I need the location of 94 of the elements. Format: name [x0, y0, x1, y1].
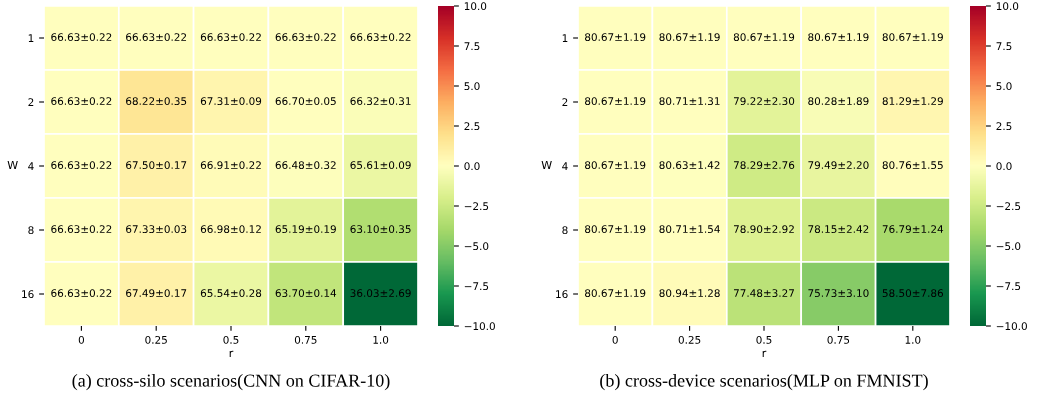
- data-label: 65.54±0.28: [200, 289, 262, 298]
- color-bar-label: 10.0: [996, 2, 1019, 11]
- data-label: 80.67±1.19: [585, 225, 646, 234]
- y-tick-label: 4: [562, 162, 568, 170]
- color-bar-label: 2.5: [464, 122, 480, 131]
- data-label: 66.63±0.22: [275, 33, 336, 42]
- y-tick-label: 1: [28, 34, 34, 42]
- color-bar-label: −7.5: [464, 282, 489, 291]
- color-bar-label: 0.0: [996, 162, 1012, 171]
- data-label: 68.22±0.35: [126, 97, 187, 106]
- data-label: 78.29±2.76: [733, 161, 795, 170]
- x-tick-label: 0.25: [678, 335, 701, 344]
- data-label: 66.63±0.22: [51, 225, 112, 234]
- data-label: 80.67±1.19: [808, 33, 869, 42]
- data-label: 77.48±3.27: [733, 289, 794, 298]
- y-tick-label: 8: [562, 226, 568, 235]
- y-tick-label: 4: [28, 162, 34, 170]
- data-label: 75.73±3.10: [808, 289, 869, 298]
- data-label: 79.49±2.20: [808, 161, 869, 170]
- data-label: 80.67±1.19: [659, 33, 720, 42]
- color-bar-label: −10.0: [464, 322, 495, 331]
- x-tick-label: 1.0: [373, 335, 389, 344]
- data-label: 80.67±1.19: [585, 161, 646, 170]
- x-tick-label: 0.5: [756, 335, 772, 344]
- x-axis-title: r: [229, 350, 234, 358]
- data-label: 66.63±0.22: [350, 33, 411, 42]
- data-label: 80.67±1.19: [585, 97, 646, 106]
- x-tick-label: 0.75: [294, 335, 317, 344]
- y-tick-label: 2: [28, 98, 34, 106]
- data-label: 66.63±0.22: [51, 97, 112, 106]
- data-label: 36.03±2.69: [350, 289, 411, 298]
- data-label: 80.28±1.89: [808, 97, 869, 106]
- data-label: 79.22±2.30: [733, 97, 795, 106]
- data-label: 80.63±1.42: [659, 161, 720, 170]
- y-axis-title: W: [7, 160, 18, 170]
- data-label: 67.49±0.17: [126, 289, 187, 298]
- data-label: 67.50±0.17: [126, 161, 187, 170]
- y-tick-label: 1: [562, 34, 568, 42]
- data-label: 66.32±0.31: [350, 97, 411, 106]
- x-tick-label: 0.25: [145, 335, 167, 344]
- data-label: 66.70±0.05: [275, 97, 336, 106]
- data-label: 66.63±0.22: [200, 33, 261, 42]
- data-label: 67.33±0.03: [126, 225, 187, 234]
- y-tick-label: 2: [562, 98, 568, 106]
- x-tick-label: 0.5: [223, 335, 239, 344]
- text: (a) cross-silo scenarios(CNN on CIFAR-10): [72, 374, 390, 391]
- color-bar-label: −5.0: [996, 242, 1021, 251]
- data-label: 80.71±1.54: [659, 225, 720, 234]
- data-label: 80.67±1.19: [585, 33, 646, 42]
- color-bar-label: −10.0: [996, 322, 1027, 331]
- color-bar-label: −2.5: [464, 202, 489, 211]
- data-label: 66.63±0.22: [51, 33, 112, 42]
- color-bar-label: 7.5: [996, 42, 1012, 51]
- data-label: 66.98±0.12: [200, 225, 261, 234]
- color-bar-label: 7.5: [464, 42, 480, 51]
- data-label: 78.90±2.92: [733, 225, 794, 234]
- data-label: 80.71±1.31: [659, 97, 720, 106]
- data-label: 80.94±1.28: [659, 289, 720, 298]
- data-label: 66.63±0.22: [126, 33, 187, 42]
- x-tick-label: 0: [78, 335, 85, 344]
- data-label: 66.48±0.32: [275, 161, 336, 170]
- data-label: 63.10±0.35: [350, 225, 411, 234]
- y-tick-label: 16: [556, 290, 568, 299]
- data-label: 80.76±1.55: [882, 161, 943, 170]
- color-bar-label: −5.0: [464, 242, 489, 251]
- text: (b) cross-device scenarios(MLP on FMNIST): [600, 374, 928, 391]
- color-bar-label: 2.5: [996, 122, 1012, 131]
- data-label: 65.19±0.19: [275, 225, 336, 234]
- data-label: 81.29±1.29: [882, 97, 943, 106]
- data-label: 66.91±0.22: [200, 161, 261, 170]
- data-label: 67.31±0.09: [200, 97, 262, 106]
- x-tick-label: 0: [612, 335, 618, 344]
- data-label: 78.15±2.42: [808, 225, 869, 234]
- data-label: 80.67±1.19: [882, 33, 943, 42]
- x-tick-label: 1.0: [905, 335, 921, 344]
- color-bar-label: 0.0: [464, 162, 480, 171]
- data-label: 65.61±0.09: [350, 161, 411, 170]
- data-label: 58.50±7.86: [882, 289, 944, 298]
- data-label: 76.79±1.24: [882, 225, 944, 234]
- data-label: 80.67±1.19: [585, 289, 646, 298]
- color-bar-label: −7.5: [996, 282, 1021, 291]
- data-label: 63.70±0.14: [275, 289, 337, 298]
- data-label: 66.63±0.22: [51, 161, 112, 170]
- y-tick-label: 16: [22, 290, 34, 299]
- x-tick-label: 0.75: [827, 335, 850, 344]
- color-bar-label: 5.0: [464, 82, 480, 91]
- color-bar-label: 5.0: [996, 82, 1012, 91]
- y-tick-label: 8: [28, 226, 34, 235]
- x-axis-title: r: [762, 350, 767, 358]
- data-label: 66.63±0.22: [51, 289, 112, 298]
- color-bar-label: −2.5: [996, 202, 1021, 211]
- y-axis-title: W: [541, 160, 552, 170]
- data-label: 80.67±1.19: [733, 33, 795, 42]
- color-bar-label: 10.0: [464, 2, 487, 11]
